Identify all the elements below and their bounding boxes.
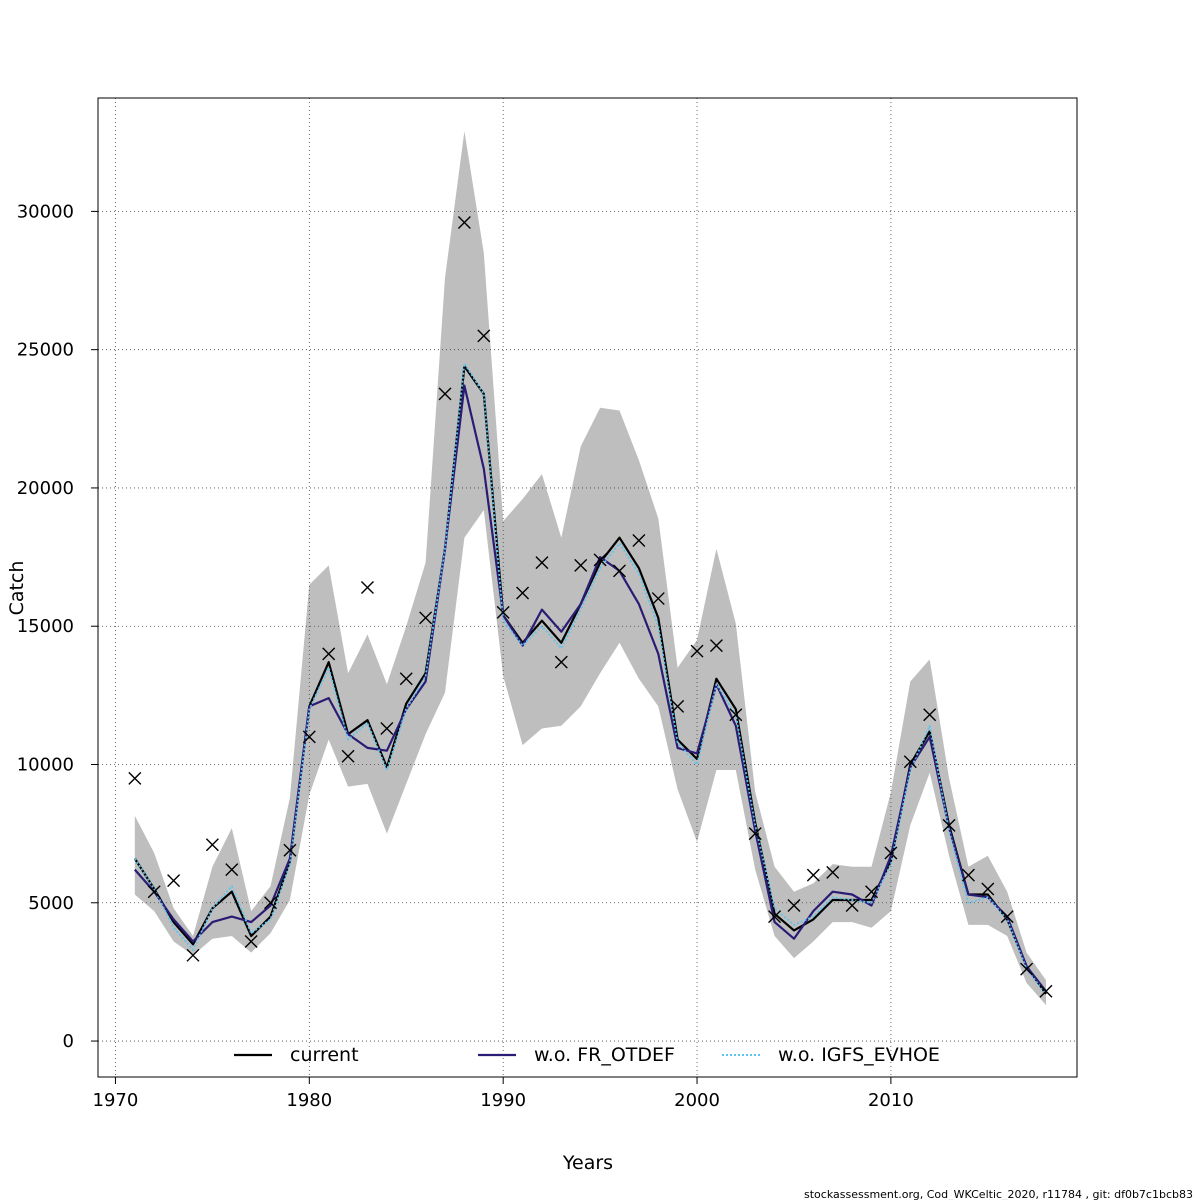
y-tick-label-30000: 30000: [17, 201, 74, 222]
observed-point-1996: [612, 564, 626, 578]
series-lines-layer: [133, 362, 1047, 995]
observed-point-2014: [961, 868, 975, 882]
x-tick-label-1990: 1990: [480, 1090, 526, 1111]
legend: current w.o. FR_OTDEF w.o. IGFS_EVHOE: [234, 1044, 940, 1066]
observed-point-1976: [225, 863, 239, 877]
observed-point-2000: [690, 644, 704, 658]
observed-point-1977: [244, 934, 258, 948]
observed-point-1989: [477, 329, 491, 343]
observed-point-2008: [845, 899, 859, 913]
x-axis-title: Years: [562, 1152, 613, 1174]
x-tick-label-1980: 1980: [286, 1090, 332, 1111]
observed-point-1972: [147, 885, 161, 899]
y-tick-label-0: 0: [63, 1031, 74, 1052]
observed-point-2009: [865, 885, 879, 899]
observed-point-2016: [1000, 910, 1014, 924]
observed-point-2015: [981, 882, 995, 896]
observed-point-1986: [419, 611, 433, 625]
legend-label-current: current: [290, 1044, 359, 1066]
observed-point-2004: [768, 910, 782, 924]
confidence-band-layer: [134, 131, 1047, 1006]
observed-point-1998: [651, 592, 665, 606]
x-tick-label-1970: 1970: [93, 1090, 139, 1111]
observed-point-1984: [380, 722, 394, 736]
observed-point-2012: [923, 708, 937, 722]
observed-point-2002: [729, 708, 743, 722]
observed-point-1975: [205, 838, 219, 852]
observed-point-2011: [903, 755, 917, 769]
y-axis-title: Catch: [6, 561, 28, 616]
observed-point-1990: [496, 605, 510, 619]
observed-point-2010: [884, 846, 898, 860]
observed-point-1983: [360, 581, 374, 594]
y-tick-label-20000: 20000: [17, 478, 74, 499]
legend-label-wo-fr-otdef: w.o. FR_OTDEF: [534, 1044, 675, 1066]
observed-point-1993: [554, 655, 568, 669]
y-tick-label-10000: 10000: [17, 754, 74, 775]
observed-point-1978: [264, 896, 278, 910]
observed-point-1991: [516, 586, 530, 600]
observed-point-2018: [1039, 984, 1053, 998]
y-tick-label-15000: 15000: [17, 616, 74, 637]
observed-point-1987: [438, 387, 452, 401]
observed-point-1974: [186, 948, 200, 962]
x-tick-label-2010: 2010: [868, 1090, 914, 1111]
axis-layer: 1970 1980 1990 2000 2010 0 5000 10000 15000 20000…: [17, 201, 914, 1111]
observed-point-1973: [167, 874, 181, 888]
observed-point-1980: [302, 730, 316, 744]
observed-point-1995: [593, 553, 607, 567]
observed-point-2007: [826, 865, 840, 879]
observed-point-2017: [1020, 962, 1034, 976]
observed-point-2001: [709, 639, 723, 653]
x-tick-label-2000: 2000: [674, 1090, 720, 1111]
confidence-band: [134, 131, 1047, 1006]
observed-point-1988: [457, 215, 471, 229]
observed-point-2013: [942, 818, 956, 832]
footer-credit: stockassessment.org, Cod_WKCeltic_2020, …: [804, 1188, 1193, 1200]
observed-markers-layer: [128, 215, 1053, 998]
observed-point-1971: [128, 771, 142, 785]
observed-point-2005: [787, 899, 801, 913]
observed-point-2003: [748, 827, 762, 841]
observed-point-1992: [535, 556, 549, 570]
legend-label-wo-igfs-evhoe: w.o. IGFS_EVHOE: [778, 1044, 940, 1066]
observed-point-1994: [574, 558, 588, 572]
y-tick-label-5000: 5000: [28, 893, 74, 914]
observed-point-1979: [283, 843, 297, 857]
observed-point-1981: [322, 647, 336, 661]
plot-frame: [97, 97, 1078, 1078]
observed-point-1999: [671, 699, 685, 713]
observed-point-1982: [341, 749, 355, 763]
series-line-w-o-fr-otdef: [133, 384, 1047, 992]
series-line-w-o-igfs-evhoe: [134, 362, 1047, 995]
observed-point-1997: [632, 533, 646, 547]
observed-point-2006: [806, 868, 820, 882]
y-tick-label-25000: 25000: [17, 340, 74, 361]
observed-point-1985: [399, 672, 413, 686]
